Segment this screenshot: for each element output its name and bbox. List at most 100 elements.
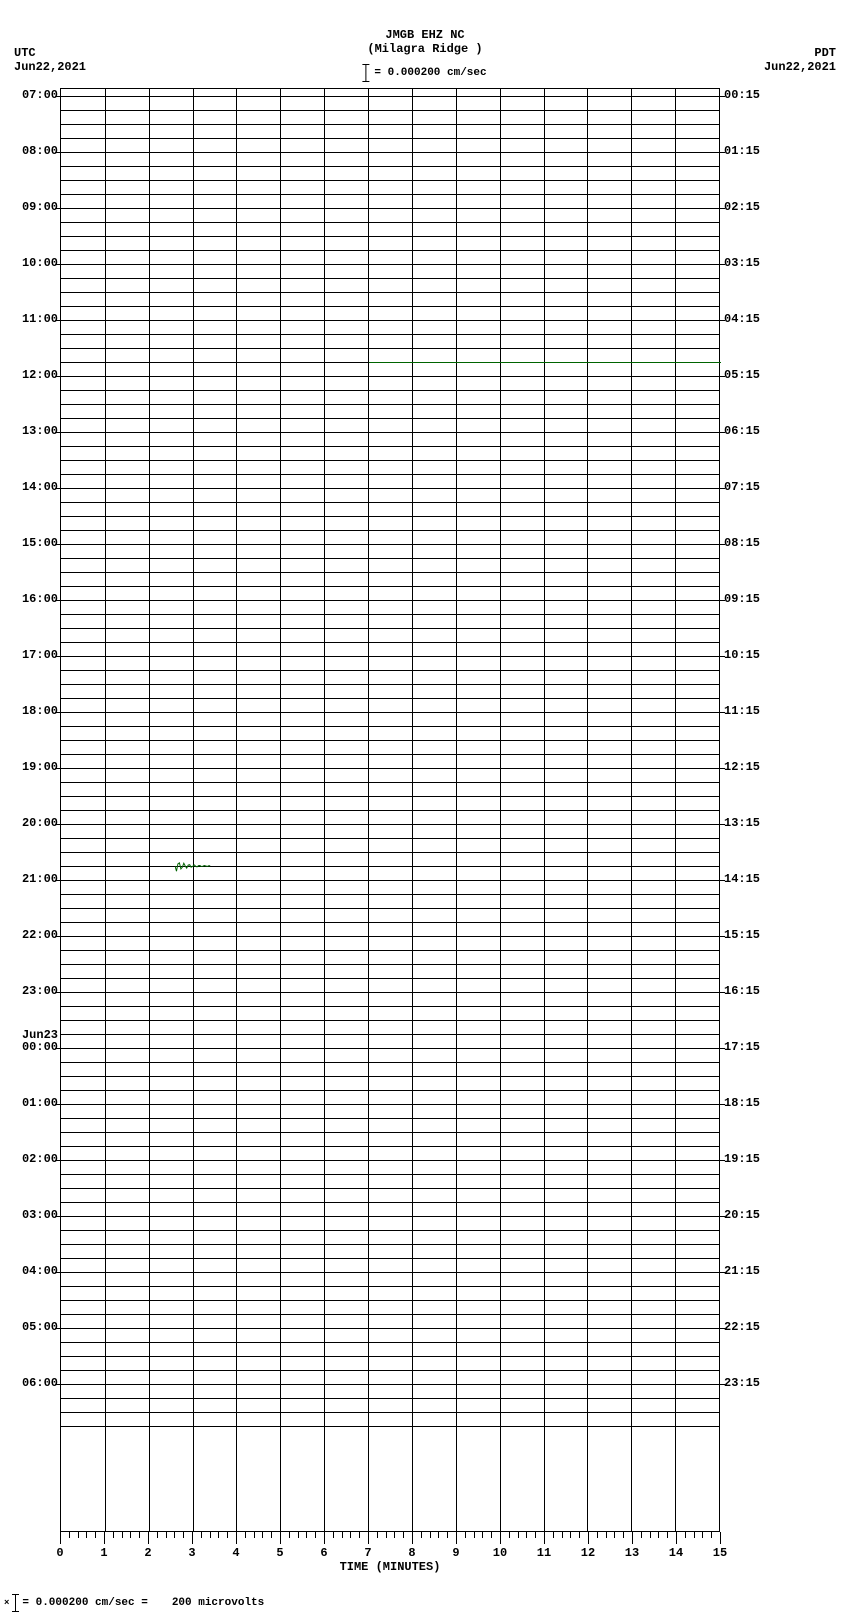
x-tick-label: 2 (144, 1546, 151, 1560)
trace-baseline (61, 474, 719, 475)
x-tick-label: 13 (625, 1546, 639, 1560)
tz-right-date: Jun22,2021 (764, 60, 836, 74)
timezone-right: PDT Jun22,2021 (764, 46, 836, 74)
trace-baseline (61, 334, 719, 335)
trace-baseline (61, 950, 719, 951)
trace-baseline (61, 768, 719, 769)
y-right-label: 17:15 (724, 1041, 844, 1053)
trace-baseline (61, 348, 719, 349)
x-tick-label: 0 (56, 1546, 63, 1560)
trace-baseline (61, 264, 719, 265)
trace-baseline (61, 726, 719, 727)
y-left-label: 05:00 (0, 1321, 58, 1333)
scale-bar-icon (15, 1594, 16, 1612)
tz-right-name: PDT (814, 46, 836, 60)
trace-baseline (61, 698, 719, 699)
trace-baseline (61, 1174, 719, 1175)
trace-baseline (61, 1216, 719, 1217)
trace-baseline (61, 292, 719, 293)
y-left-label: 12:00 (0, 369, 58, 381)
trace-baseline (61, 1230, 719, 1231)
trace-baseline (61, 278, 719, 279)
station-code: JMGB EHZ NC (385, 28, 464, 42)
trace-baseline (61, 96, 719, 97)
x-tick-label: 15 (713, 1546, 727, 1560)
trace-baseline (61, 124, 719, 125)
seismogram-container: JMGB EHZ NC (Milagra Ridge ) = 0.000200 … (0, 0, 850, 1613)
trace-baseline (61, 502, 719, 503)
timezone-left: UTC Jun22,2021 (14, 46, 86, 74)
x-axis-title: TIME (MINUTES) (60, 1560, 720, 1574)
y-right-label: 07:15 (724, 481, 844, 493)
y-left-label: 13:00 (0, 425, 58, 437)
y-left-label: 04:00 (0, 1265, 58, 1277)
tz-left-date: Jun22,2021 (14, 60, 86, 74)
y-right-label: 06:15 (724, 425, 844, 437)
trace-baseline (61, 866, 719, 867)
trace-baseline (61, 1300, 719, 1301)
y-right-label: 18:15 (724, 1097, 844, 1109)
y-axis-left-labels: 07:0008:0009:0010:0011:0012:0013:0014:00… (0, 88, 58, 1532)
y-right-label: 12:15 (724, 761, 844, 773)
trace-baseline (61, 194, 719, 195)
x-tick-label: 9 (452, 1546, 459, 1560)
trace-baseline (61, 1398, 719, 1399)
y-left-label: 02:00 (0, 1153, 58, 1165)
trace-baseline (61, 516, 719, 517)
trace-baseline (61, 1202, 719, 1203)
x-tick-label: 14 (669, 1546, 683, 1560)
y-left-label: 10:00 (0, 257, 58, 269)
y-right-label: 08:15 (724, 537, 844, 549)
y-left-label: 09:00 (0, 201, 58, 213)
y-right-label: 02:15 (724, 201, 844, 213)
trace-baseline (61, 600, 719, 601)
trace-baseline (61, 754, 719, 755)
trace-baseline (61, 320, 719, 321)
y-right-label: 09:15 (724, 593, 844, 605)
y-left-label: 08:00 (0, 145, 58, 157)
trace-baseline (61, 558, 719, 559)
trace-baseline (61, 1034, 719, 1035)
trace-baseline (61, 1370, 719, 1371)
trace-baseline (61, 236, 719, 237)
trace-baseline (61, 1132, 719, 1133)
y-right-label: 15:15 (724, 929, 844, 941)
trace-baseline (61, 152, 719, 153)
x-tick-label: 1 (100, 1546, 107, 1560)
trace-baseline (61, 1146, 719, 1147)
trace-baseline (61, 1244, 719, 1245)
trace-baseline (61, 628, 719, 629)
y-right-label: 23:15 (724, 1377, 844, 1389)
y-right-label: 19:15 (724, 1153, 844, 1165)
trace-baseline (61, 1412, 719, 1413)
trace-baseline (61, 180, 719, 181)
trace-baseline (61, 250, 719, 251)
trace-baseline (61, 1160, 719, 1161)
y-axis-right-labels: 00:1501:1502:1503:1504:1505:1506:1507:15… (724, 88, 844, 1532)
y-right-label: 13:15 (724, 817, 844, 829)
plot-area (60, 88, 720, 1532)
trace-baseline (61, 1356, 719, 1357)
y-left-label: 07:00 (0, 89, 58, 101)
trace-baseline (61, 670, 719, 671)
trace-baseline (61, 740, 719, 741)
trace-baseline (61, 978, 719, 979)
y-left-label: 01:00 (0, 1097, 58, 1109)
y-left-label: 15:00 (0, 537, 58, 549)
trace-baseline (61, 1104, 719, 1105)
trace-baseline (61, 964, 719, 965)
trace-baseline (61, 880, 719, 881)
trace-baseline (61, 684, 719, 685)
trace-baseline (61, 1118, 719, 1119)
y-left-label: Jun23 00:00 (0, 1029, 58, 1053)
trace-baseline (61, 222, 719, 223)
trace-baseline (61, 1020, 719, 1021)
trace-baseline (61, 530, 719, 531)
trace-baseline (61, 488, 719, 489)
trace-baseline (61, 838, 719, 839)
y-right-label: 20:15 (724, 1209, 844, 1221)
chart-header: JMGB EHZ NC (Milagra Ridge ) (0, 28, 850, 56)
trace-baseline (61, 894, 719, 895)
y-left-label: 11:00 (0, 313, 58, 325)
trace-baseline (61, 418, 719, 419)
